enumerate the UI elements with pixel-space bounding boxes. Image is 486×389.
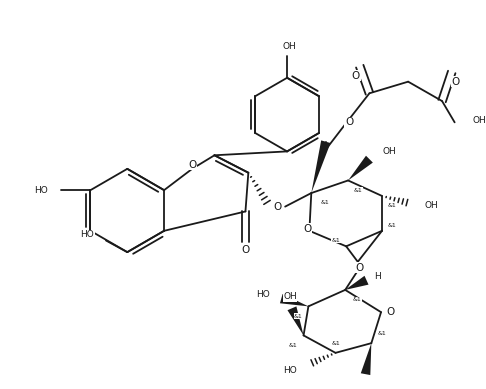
- Text: O: O: [303, 224, 312, 234]
- Text: &1: &1: [388, 223, 397, 228]
- Text: O: O: [273, 202, 281, 212]
- Text: H: H: [374, 272, 381, 281]
- Polygon shape: [280, 294, 309, 307]
- Text: &1: &1: [321, 200, 330, 205]
- Text: &1: &1: [388, 203, 397, 208]
- Text: O: O: [188, 160, 196, 170]
- Text: HO: HO: [34, 186, 48, 194]
- Text: O: O: [356, 263, 364, 273]
- Text: &1: &1: [289, 343, 298, 348]
- Text: HO: HO: [283, 366, 297, 375]
- Text: OH: OH: [283, 292, 297, 301]
- Polygon shape: [361, 343, 371, 375]
- Text: &1: &1: [377, 331, 386, 336]
- Text: HO: HO: [81, 230, 94, 239]
- Text: OH: OH: [282, 42, 296, 51]
- Text: OH: OH: [382, 147, 396, 156]
- Text: O: O: [352, 71, 360, 81]
- Text: &1: &1: [353, 297, 362, 302]
- Text: HO: HO: [256, 290, 270, 299]
- Text: OH: OH: [425, 201, 438, 210]
- Text: O: O: [451, 77, 460, 87]
- Polygon shape: [345, 276, 368, 290]
- Text: &1: &1: [331, 238, 340, 243]
- Text: &1: &1: [354, 187, 363, 193]
- Text: &1: &1: [294, 314, 303, 319]
- Text: OH: OH: [472, 116, 486, 125]
- Text: O: O: [242, 245, 250, 255]
- Text: &1: &1: [331, 341, 340, 346]
- Text: O: O: [387, 307, 395, 317]
- Polygon shape: [288, 307, 304, 335]
- Polygon shape: [348, 156, 373, 180]
- Text: O: O: [345, 117, 353, 127]
- Polygon shape: [312, 140, 330, 193]
